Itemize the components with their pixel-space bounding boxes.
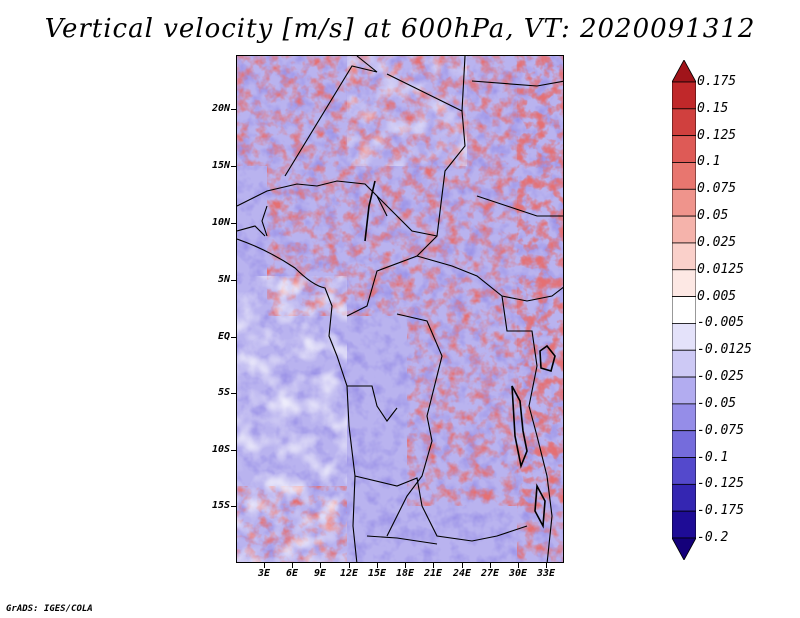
colorbar-label: 0.1 — [697, 154, 721, 170]
lon-label-3e: 3E — [257, 568, 271, 579]
colorbar-label: -0.125 — [697, 476, 744, 492]
lon-tick — [433, 563, 434, 568]
credit-text: GrADS: IGES/COLA — [6, 604, 93, 614]
colorbar-segment — [672, 403, 696, 432]
velocity-field — [237, 56, 563, 562]
colorbar-segment — [672, 135, 696, 163]
colorbar-segment — [672, 537, 696, 560]
lon-tick — [264, 563, 265, 568]
colorbar-label: 0.05 — [697, 208, 729, 224]
colorbar-segment — [672, 430, 696, 458]
lon-label-33e: 33E — [536, 568, 556, 579]
colorbar-segment — [672, 510, 696, 539]
colorbar-segment — [672, 162, 696, 190]
lat-label-15s: 15S — [211, 500, 230, 511]
lat-tick — [231, 280, 236, 281]
colorbar-label: 0.075 — [697, 181, 737, 197]
colorbar-label: -0.075 — [697, 422, 744, 438]
colorbar-segment — [672, 81, 696, 110]
colorbar-segment — [672, 323, 696, 351]
colorbar-label: 0.175 — [697, 74, 737, 89]
colorbar-label: -0.05 — [697, 395, 737, 411]
colorbar-label: -0.175 — [697, 503, 744, 519]
lon-label-9e: 9E — [313, 568, 327, 579]
lat-label-5s: 5S — [217, 387, 230, 398]
lon-tick — [490, 563, 491, 568]
lon-label-6e: 6E — [285, 568, 299, 579]
lakes — [364, 180, 556, 529]
colorbar-label: 0.0125 — [697, 261, 744, 277]
lon-label-12e: 12E — [339, 568, 359, 579]
lon-label-24e: 24E — [452, 568, 472, 579]
lat-tick — [231, 393, 236, 394]
colorbar-segment — [672, 457, 696, 485]
chart-title: Vertical velocity [m/s] at 600hPa, VT: 2… — [44, 14, 756, 44]
lon-label-15e: 15E — [367, 568, 387, 579]
colorbar-segment — [672, 483, 696, 512]
lat-tick — [231, 109, 236, 110]
lon-tick — [377, 563, 378, 568]
lon-tick — [292, 563, 293, 568]
lon-tick — [546, 563, 547, 568]
lat-tick — [231, 450, 236, 451]
coastlines-and-borders — [237, 56, 563, 562]
colorbar-segment — [672, 242, 696, 271]
lat-label-5n: 5N — [217, 274, 230, 285]
lat-label-10s: 10S — [211, 444, 230, 455]
lat-label-20n: 20N — [211, 103, 230, 114]
colorbar-label: -0.2 — [697, 530, 729, 545]
colorbar-segment — [672, 349, 696, 378]
lat-label-10n: 10N — [211, 217, 230, 228]
lon-label-18e: 18E — [395, 568, 415, 579]
lat-label-15n: 15N — [211, 160, 230, 171]
colorbar-label: -0.025 — [697, 369, 744, 385]
lon-tick — [320, 563, 321, 568]
lon-label-21e: 21E — [423, 568, 443, 579]
lat-tick — [231, 223, 236, 224]
colorbar-segments — [672, 60, 696, 560]
colorbar-label: 0.005 — [697, 288, 737, 304]
lon-label-30e: 30E — [508, 568, 528, 579]
lon-label-27e: 27E — [480, 568, 500, 579]
colorbar-segment — [672, 60, 696, 83]
lat-tick — [231, 506, 236, 507]
lat-tick — [231, 166, 236, 167]
colorbar-segment — [672, 108, 696, 137]
colorbar-label: 0.025 — [697, 234, 737, 250]
colorbar-label: -0.005 — [697, 315, 744, 331]
colorbar-segment — [672, 188, 696, 217]
colorbar-segment — [672, 376, 696, 405]
colorbar-segment — [672, 296, 696, 324]
colorbar-label: 0.15 — [697, 100, 729, 116]
lon-tick — [349, 563, 350, 568]
colorbar-label: -0.1 — [697, 449, 729, 465]
lon-tick — [518, 563, 519, 568]
colorbar — [672, 60, 696, 560]
lat-tick — [231, 337, 236, 338]
colorbar-segment — [672, 269, 696, 297]
colorbar-label: -0.0125 — [697, 342, 752, 358]
lat-label-eq: EQ — [217, 331, 230, 342]
colorbar-label: 0.125 — [697, 127, 737, 143]
lon-tick — [462, 563, 463, 568]
lon-tick — [405, 563, 406, 568]
colorbar-segment — [672, 215, 696, 244]
light-patches — [237, 56, 467, 562]
map-panel — [236, 55, 564, 563]
